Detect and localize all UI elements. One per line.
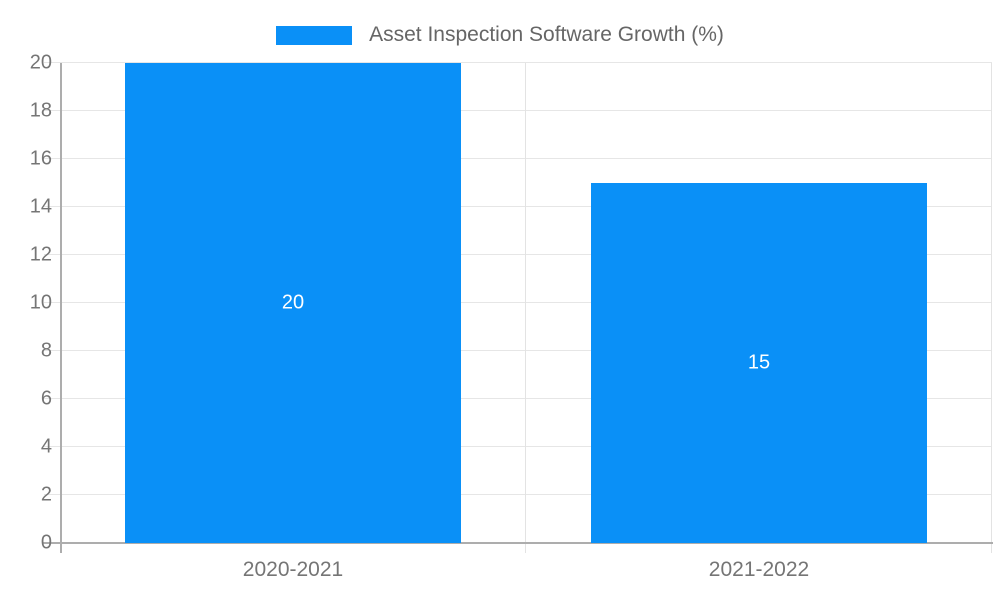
bar-2020-2021[interactable] bbox=[125, 63, 461, 543]
gridline-y-2 bbox=[44, 494, 992, 495]
legend-swatch bbox=[276, 25, 353, 45]
gridline-y-12 bbox=[44, 254, 992, 255]
y-tick-label-16: 16 bbox=[29, 147, 52, 170]
y-tick-label-8: 8 bbox=[40, 339, 52, 362]
y-tick-label-6: 6 bbox=[40, 387, 52, 410]
gridline-y-8 bbox=[44, 350, 992, 351]
plot-area: 20 15 bbox=[42, 62, 993, 553]
legend-item[interactable]: Asset Inspection Software Growth (%) bbox=[0, 20, 1000, 50]
category-boundary-line bbox=[991, 63, 992, 553]
gridline-y-10 bbox=[44, 302, 992, 303]
bar-2021-2022[interactable] bbox=[591, 183, 927, 543]
y-tick-label-4: 4 bbox=[40, 435, 52, 458]
x-tick-label-2020-2021: 2020-2021 bbox=[242, 558, 344, 581]
y-tick-label-0: 0 bbox=[40, 531, 52, 554]
y-tick-label-10: 10 bbox=[29, 291, 52, 314]
gridline-y-18 bbox=[44, 110, 992, 111]
legend-label: Asset Inspection Software Growth (%) bbox=[369, 23, 724, 46]
category-boundary-line bbox=[525, 63, 526, 553]
y-tick-label-12: 12 bbox=[29, 243, 52, 266]
y-tick-label-20: 20 bbox=[29, 51, 52, 74]
y-tick-label-2: 2 bbox=[40, 483, 52, 506]
y-axis-line bbox=[60, 63, 62, 553]
gridline-y-14 bbox=[44, 206, 992, 207]
gridline-y-6 bbox=[44, 398, 992, 399]
gridline-y-4 bbox=[44, 446, 992, 447]
y-tick-label-18: 18 bbox=[29, 99, 52, 122]
bar-value-label: 15 bbox=[747, 351, 771, 374]
gridline-y-20 bbox=[44, 62, 992, 63]
bar-value-label: 20 bbox=[281, 291, 305, 314]
gridline-y-16 bbox=[44, 158, 992, 159]
x-tick-label-2021-2022: 2021-2022 bbox=[708, 558, 810, 581]
x-axis-line bbox=[42, 542, 993, 544]
y-tick-label-14: 14 bbox=[29, 195, 52, 218]
